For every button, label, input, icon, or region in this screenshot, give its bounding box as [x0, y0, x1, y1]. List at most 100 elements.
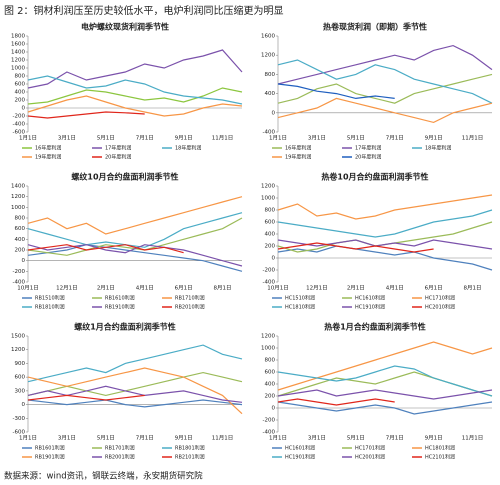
series-line: [277, 365, 493, 397]
x-tick-label: 11月1日: [462, 135, 484, 142]
legend-label: HC1701利润: [355, 445, 385, 452]
x-tick-label: 11月1日: [462, 435, 484, 442]
y-tick-label: 600: [265, 370, 276, 376]
legend-label: RB1901利润: [35, 454, 65, 461]
y-tick-label: 200: [15, 248, 26, 254]
y-tick-label: 1500: [11, 334, 25, 340]
series-line: [277, 242, 434, 253]
chart-title: 热卷1月合约盘面利润季节性: [324, 322, 426, 332]
y-tick-label: 0: [22, 402, 26, 408]
legend-label: 19年度利润: [285, 154, 311, 161]
series-line: [27, 385, 243, 403]
legend-label: HC1710利润: [425, 295, 455, 302]
series-line: [277, 371, 493, 397]
legend-label: RB2101利润: [175, 454, 205, 461]
y-tick-label: 0: [22, 258, 26, 264]
y-tick-label: 800: [15, 74, 26, 80]
y-tick-label: 600: [265, 220, 276, 226]
chart-title: 电炉螺纹现货利润季节性: [81, 22, 169, 32]
x-tick-label: 2月1日: [347, 285, 365, 292]
series-line: [27, 367, 243, 415]
series-line: [27, 212, 243, 248]
x-tick-label: 3月1日: [308, 135, 326, 142]
x-tick-label: 4月1日: [386, 285, 404, 292]
y-tick-label: -200: [263, 418, 276, 424]
series-line: [277, 73, 493, 104]
y-tick-label: -300: [13, 416, 26, 422]
legend-label: HC2101利润: [425, 454, 455, 461]
legend-label: RB1610利润: [105, 295, 135, 302]
series-line: [277, 44, 493, 85]
legend-label: 16年度利润: [285, 145, 311, 152]
x-tick-label: 1月1日: [19, 435, 37, 442]
series-line: [27, 87, 243, 105]
x-tick-label: 3月1日: [58, 135, 76, 142]
x-tick-label: 3月1日: [308, 435, 326, 442]
series-line: [277, 59, 493, 104]
x-tick-label: 4月1日: [136, 285, 154, 292]
x-tick-label: 1月1日: [269, 135, 287, 142]
series-line: [277, 389, 493, 400]
chart-title: 螺纹10月合约盘面利润季节性: [71, 172, 178, 182]
y-tick-label: 0: [272, 406, 276, 412]
legend-label: RB1710利润: [175, 295, 205, 302]
y-tick-label: 600: [15, 375, 26, 381]
legend-label: 19年度利润: [35, 154, 61, 161]
y-tick-label: -400: [263, 280, 276, 286]
x-tick-label: 7月1日: [136, 435, 154, 442]
y-tick-label: 1400: [11, 184, 25, 190]
y-tick-label: 1200: [261, 184, 275, 190]
series-line: [27, 244, 184, 254]
series-line: [277, 245, 493, 271]
x-tick-label: 5月1日: [347, 135, 365, 142]
x-tick-label: 9月1日: [425, 135, 443, 142]
x-tick-label: 11月1日: [212, 435, 234, 442]
legend-label: RB1810利润: [35, 304, 65, 311]
legend-label: RB1910利润: [105, 304, 135, 311]
series-line: [27, 244, 243, 267]
y-tick-label: 1000: [261, 196, 275, 202]
legend-label: 17年度利润: [355, 145, 381, 152]
y-tick-label: 1200: [11, 58, 25, 64]
series-line: [27, 95, 243, 117]
legend-label: RB2001利润: [105, 454, 135, 461]
y-tick-label: 200: [265, 244, 276, 250]
y-tick-label: 400: [265, 232, 276, 238]
y-tick-label: 300: [15, 388, 26, 394]
series-line: [277, 83, 395, 100]
y-tick-label: 0: [22, 106, 26, 112]
y-tick-label: -600: [13, 430, 26, 436]
x-tick-label: 8月1日: [464, 285, 482, 292]
x-tick-label: 5月1日: [347, 435, 365, 442]
chart-title: 热卷现货利润（即期）季节性: [323, 22, 427, 32]
legend-label: RB1510利润: [35, 295, 65, 302]
y-tick-label: -200: [13, 114, 26, 120]
x-tick-label: 9月1日: [175, 435, 193, 442]
x-tick-label: 1月1日: [269, 435, 287, 442]
y-tick-label: 1400: [11, 50, 25, 56]
legend-label: 16年度利润: [35, 145, 61, 152]
x-tick-label: 5月1日: [97, 135, 115, 142]
legend-label: 20年度利润: [105, 154, 131, 161]
series-line: [27, 49, 243, 89]
legend-label: 20年度利润: [355, 154, 381, 161]
series-line: [277, 97, 493, 124]
figure-title: 图 2：铜材利润压至历史较低水平，电炉利润同比压缩更为明显: [4, 4, 284, 17]
x-tick-label: 12月1日: [56, 285, 78, 292]
y-tick-label: 200: [265, 394, 276, 400]
x-tick-label: 5月1日: [97, 435, 115, 442]
y-tick-label: 400: [15, 90, 26, 96]
series-line: [277, 398, 395, 406]
y-tick-label: 400: [15, 237, 26, 243]
legend-label: HC1810利润: [285, 304, 315, 311]
x-tick-label: 7月1日: [386, 435, 404, 442]
legend-label: RB2010利润: [175, 304, 205, 311]
series-line: [277, 239, 493, 250]
y-tick-label: 800: [265, 358, 276, 364]
y-tick-label: 600: [15, 226, 26, 232]
series-line: [27, 394, 145, 401]
y-tick-label: 1200: [261, 334, 275, 340]
x-tick-label: 6月1日: [425, 285, 443, 292]
y-tick-label: 1000: [261, 346, 275, 352]
legend-label: HC1801利润: [425, 445, 455, 452]
